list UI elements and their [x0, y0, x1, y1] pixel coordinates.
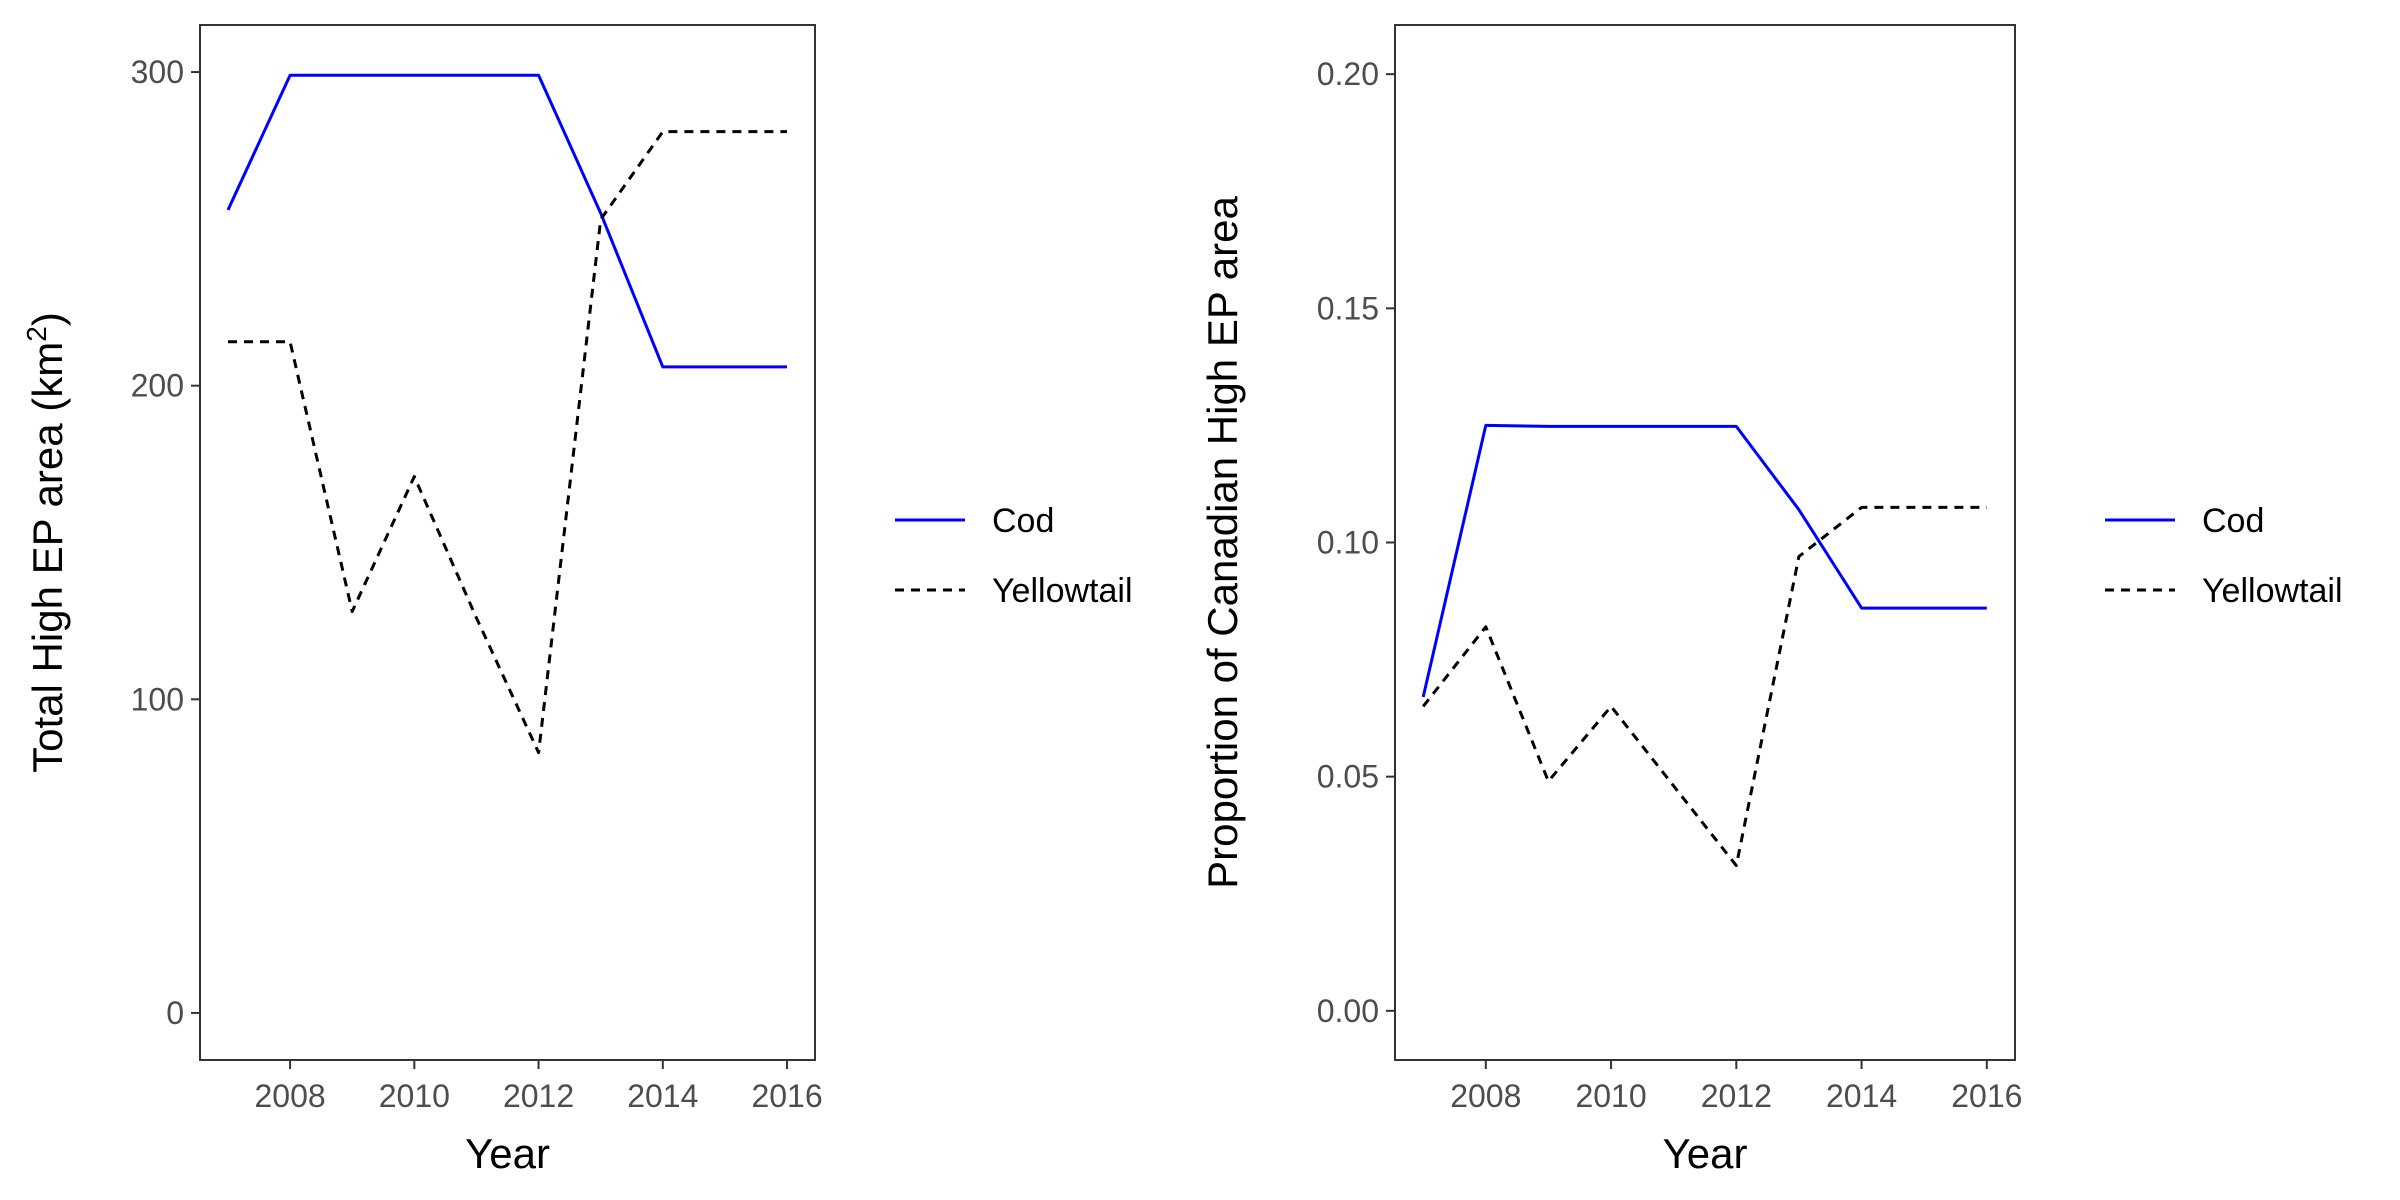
x-tick-label: 2016	[1951, 1078, 2022, 1114]
y-tick-label: 0.15	[1317, 290, 1379, 326]
x-tick-label: 2016	[751, 1078, 822, 1114]
y-axis-title-superscript: 2	[21, 326, 52, 342]
chart-total-area: 0 100 200 300 2008 2010 2012 2014 2016 Year Total …	[21, 24, 1133, 1177]
x-tick-label: 2014	[1826, 1078, 1897, 1114]
y-tick-label: 0.05	[1317, 759, 1379, 795]
x-tick-label: 2012	[1701, 1078, 1772, 1114]
y-axis-title-main: Total High EP area (km	[24, 342, 71, 773]
x-tick-label: 2014	[627, 1078, 698, 1114]
y-axis-title: Total High EP area (km2)	[21, 312, 71, 773]
series-line-cod	[1421, 423, 1987, 698]
x-tick-label: 2010	[379, 1078, 450, 1114]
y-axis-title-suffix: )	[24, 312, 71, 326]
plot-panel	[199, 24, 816, 1061]
x-axis-title: Year	[465, 1130, 550, 1177]
series-line-yellowtail	[1422, 505, 1987, 868]
y-tick-label: 0.00	[1317, 993, 1379, 1029]
x-tick-label: 2012	[503, 1078, 574, 1114]
legend-label-yellowtail: Yellowtail	[992, 572, 1133, 610]
y-axis-title-main: Proportion of Canadian High EP area	[1199, 196, 1246, 889]
y-axis-title: Proportion of Canadian High EP area	[1199, 196, 1246, 889]
legend: Cod Yellowtail	[895, 502, 1133, 610]
plot-panel	[1394, 24, 2016, 1061]
y-tick-label: 0	[166, 995, 184, 1031]
legend-label-cod: Cod	[2202, 502, 2264, 540]
y-tick-label: 0.10	[1317, 525, 1379, 561]
chart-proportion: 0.00 0.05 0.10 0.15 0.20 2008 2010 2012 2014 2016…	[1199, 24, 2343, 1177]
x-tick-label: 2010	[1575, 1078, 1646, 1114]
series-line-cod	[226, 73, 787, 369]
legend-label-yellowtail: Yellowtail	[2202, 572, 2343, 610]
x-tick-label: 2008	[1450, 1078, 1521, 1114]
y-tick-label: 100	[131, 681, 184, 717]
x-axis-title: Year	[1663, 1130, 1748, 1177]
legend: Cod Yellowtail	[2105, 502, 2343, 610]
y-tick-label: 200	[131, 368, 184, 404]
series-line-yellowtail	[228, 130, 787, 755]
legend-label-cod: Cod	[992, 502, 1054, 540]
y-tick-label: 300	[131, 54, 184, 90]
x-tick-label: 2008	[254, 1078, 325, 1114]
y-tick-label: 0.20	[1317, 56, 1379, 92]
